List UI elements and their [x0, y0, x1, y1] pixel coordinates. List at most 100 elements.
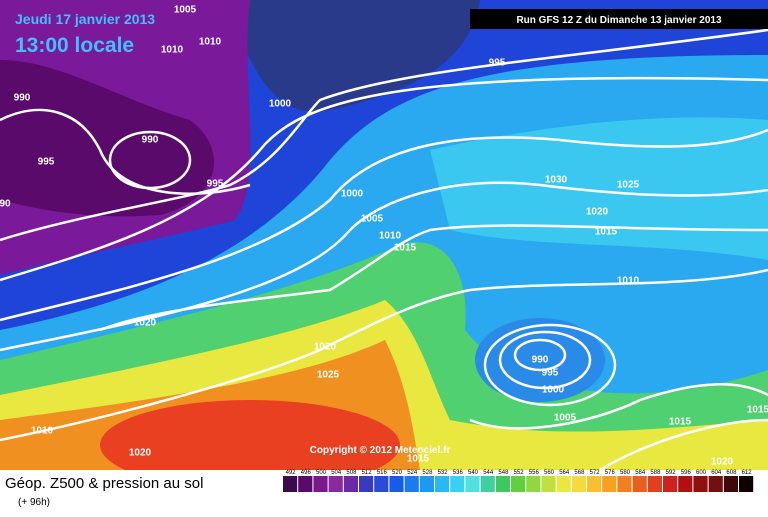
isobar-label: 1015	[747, 405, 768, 416]
isobar-labels: 1005 1010 1010 990 995 990 995 90 995 1000 1000 100…	[0, 5, 768, 468]
isobar-label: 1020	[586, 207, 609, 218]
scale-swatch	[359, 476, 374, 492]
scale-swatch	[511, 476, 526, 492]
isobar-label: 1015	[595, 227, 618, 238]
isobar-label: 1015	[407, 454, 430, 465]
scale-label: 584	[635, 470, 646, 476]
scale-swatch	[723, 476, 738, 492]
isobar-label: 1030	[545, 175, 568, 186]
region	[100, 400, 400, 490]
isobar-label: 1015	[394, 243, 417, 254]
isobar-label: 1000	[269, 99, 292, 110]
time: 13:00 locale	[15, 34, 134, 57]
isobar-label: 1015	[669, 417, 692, 428]
scale-swatch	[450, 476, 465, 492]
scale-swatch	[404, 476, 419, 492]
isobar-label: 990	[14, 93, 31, 104]
scale-label: 604	[711, 470, 722, 476]
footer-title: Géop. Z500 & pression au sol	[5, 475, 203, 492]
isobar-label: 995	[542, 368, 559, 379]
scale-label: 504	[331, 470, 342, 476]
scale-swatch	[602, 476, 617, 492]
region	[0, 60, 214, 217]
isobar-label: 995	[38, 157, 55, 168]
scale-label: 600	[696, 470, 707, 476]
scale-label: 612	[742, 470, 753, 476]
scale-label: 608	[726, 470, 737, 476]
scale-swatch	[708, 476, 723, 492]
scale-label: 500	[316, 470, 327, 476]
scale-label: 496	[301, 470, 312, 476]
scale-swatch	[571, 476, 586, 492]
scale-label: 556	[529, 470, 540, 476]
scale-swatch	[739, 476, 754, 492]
scale-label: 580	[620, 470, 631, 476]
scale-label: 544	[483, 470, 494, 476]
scale-swatch	[647, 476, 662, 492]
scale-swatch	[374, 476, 389, 492]
scale-swatch	[556, 476, 571, 492]
isobar-label: 1025	[317, 370, 340, 381]
scale-label: 548	[498, 470, 509, 476]
scale-label: 588	[650, 470, 661, 476]
scale-label: 592	[666, 470, 677, 476]
run-info: Run GFS 12 Z du Dimanche 13 janvier 2013	[516, 15, 722, 26]
isobar-label: 1020	[129, 448, 152, 459]
isobar-label: 1005	[554, 413, 577, 424]
forecast-lead: (+ 96h)	[18, 497, 50, 508]
isobar-label: 1025	[617, 180, 640, 191]
run-box	[470, 9, 768, 29]
scale-swatch	[298, 476, 313, 492]
scale-label: 524	[407, 470, 418, 476]
isobars	[0, 28, 768, 472]
isobar-label: 1010	[199, 37, 222, 48]
scale-label: 596	[681, 470, 692, 476]
isobar-label: 90	[0, 199, 11, 210]
scale-swatch	[343, 476, 358, 492]
isobar-label: 995	[489, 58, 506, 69]
scale-swatch	[693, 476, 708, 492]
scale-swatch	[541, 476, 556, 492]
scale-swatch	[328, 476, 343, 492]
isobar-label: 1000	[542, 385, 565, 396]
scale-label: 508	[346, 470, 357, 476]
isobar-label: 1020	[134, 318, 157, 329]
isobar-label: 1020	[314, 342, 337, 353]
scale-swatch	[313, 476, 328, 492]
color-scale: 492 496 500 504 508 512 516 520 524 528 532 536 540 5…	[283, 470, 754, 492]
scale-label: 492	[286, 470, 297, 476]
scale-swatch	[465, 476, 480, 492]
isobar-label: 990	[532, 355, 549, 366]
scale-swatch	[632, 476, 647, 492]
scale-swatch	[678, 476, 693, 492]
isobar-label: 1010	[617, 276, 640, 287]
isobar-label: 1020	[711, 457, 734, 468]
region	[200, 0, 480, 112]
isobar-label: 1005	[174, 5, 197, 16]
scale-label: 536	[453, 470, 464, 476]
scale-swatch	[435, 476, 450, 492]
isobar-label: 1010	[161, 45, 184, 56]
scale-label: 576	[605, 470, 616, 476]
isobar-label: 995	[207, 179, 224, 190]
scale-label: 528	[422, 470, 433, 476]
scale-swatch	[495, 476, 510, 492]
date: Jeudi 17 janvier 2013	[15, 11, 155, 27]
copyright: Copyright © 2012 Meteociel.fr	[310, 445, 451, 456]
scale-label: 568	[574, 470, 585, 476]
scale-swatch	[526, 476, 541, 492]
isobar-label: 990	[142, 135, 159, 146]
isobar-label: 1010	[31, 426, 54, 437]
scale-swatch	[389, 476, 404, 492]
scale-label: 552	[514, 470, 525, 476]
scale-label: 572	[590, 470, 601, 476]
scale-label: 532	[438, 470, 449, 476]
scale-swatch	[419, 476, 434, 492]
scale-swatch	[480, 476, 495, 492]
scale-swatch	[283, 476, 298, 492]
scale-label: 512	[362, 470, 373, 476]
scale-swatch	[617, 476, 632, 492]
scale-label: 516	[377, 470, 388, 476]
